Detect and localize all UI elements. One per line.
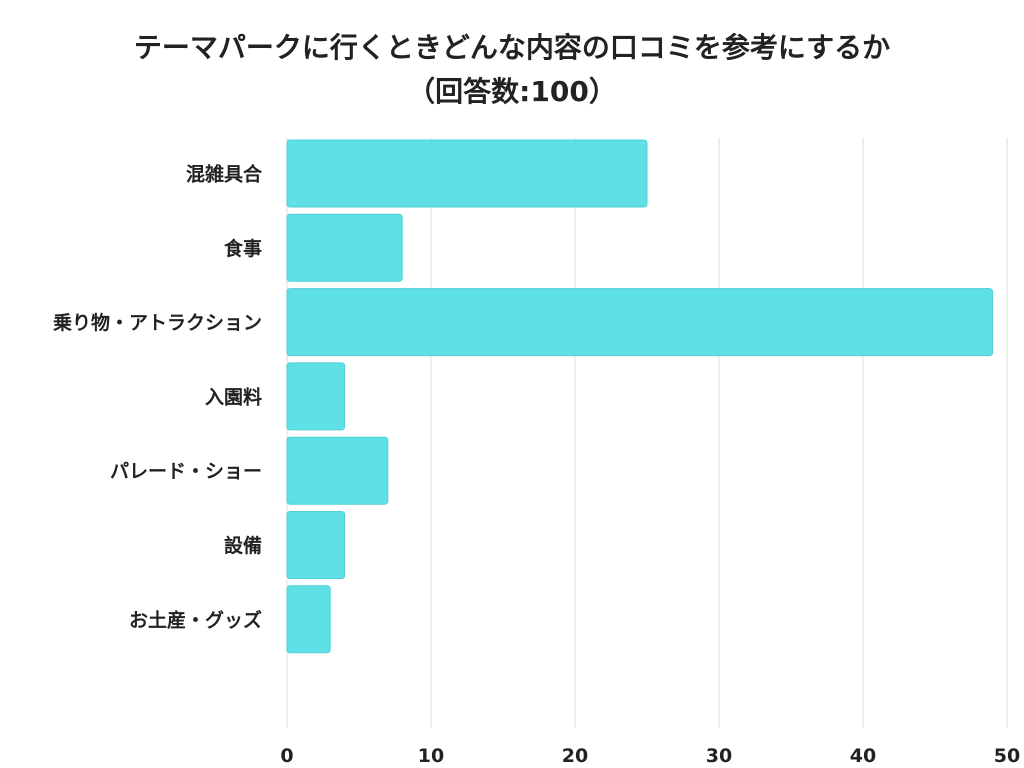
category-label: 設備	[224, 534, 262, 557]
category-label: 食事	[224, 237, 262, 260]
x-tick-label: 50	[994, 745, 1020, 767]
bar	[286, 288, 994, 357]
x-tick-label: 20	[562, 745, 588, 767]
bar	[286, 362, 346, 431]
x-tick-label: 40	[850, 745, 876, 767]
bar	[286, 585, 331, 654]
tick-label-layer: 0 10 20 30 40 50	[280, 745, 1020, 767]
category-label: 混雑具合	[186, 163, 263, 186]
bar	[286, 139, 648, 208]
x-tick-label: 0	[280, 745, 293, 767]
chart-title: テーマパークに行くときどんな内容の口コミを参考にするか	[133, 31, 891, 64]
category-label: 乗り物・アトラクション	[53, 311, 262, 334]
category-label: お土産・グッズ	[129, 608, 262, 631]
bar	[286, 511, 346, 579]
bar	[286, 436, 389, 505]
x-tick-label: 30	[706, 745, 732, 767]
x-tick-label: 10	[418, 745, 444, 767]
category-label: 入園料	[205, 385, 262, 408]
bar-layer	[286, 139, 994, 654]
category-label: パレード・ショー	[110, 461, 262, 483]
bar	[286, 213, 403, 282]
chart-subtitle: （回答数:100）	[407, 75, 617, 108]
